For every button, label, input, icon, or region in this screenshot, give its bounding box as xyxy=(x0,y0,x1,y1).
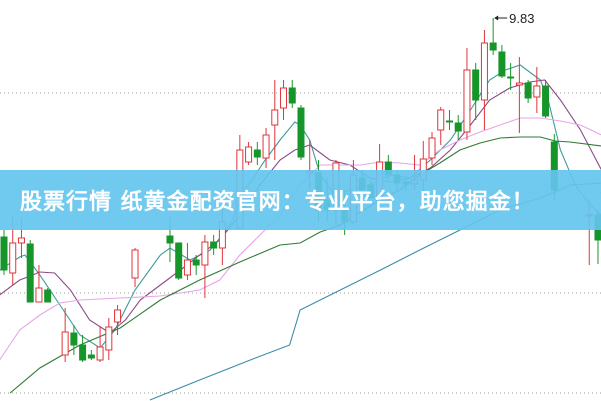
candle-up xyxy=(515,82,523,86)
candle-up xyxy=(262,134,270,159)
candle-down xyxy=(70,332,78,346)
candle-down xyxy=(210,241,218,249)
candle-up xyxy=(533,85,541,98)
candle-down xyxy=(498,51,506,77)
candle-down xyxy=(445,120,453,123)
ma10-line xyxy=(0,79,601,334)
candle-up xyxy=(280,87,288,109)
candle-down xyxy=(297,107,305,158)
candle-up xyxy=(437,109,445,131)
candle-down xyxy=(166,235,174,244)
ma20-line xyxy=(0,117,601,361)
candle-down xyxy=(489,42,497,51)
candle-down xyxy=(524,82,532,99)
high-price-label: 9.83 xyxy=(509,11,534,26)
candle-up xyxy=(245,146,253,163)
candle-down xyxy=(192,259,200,266)
banner-text: 股票行情 纸黄金配资官网：专业平台，助您掘金！ xyxy=(20,190,535,215)
candle-down xyxy=(542,85,550,117)
candle-up xyxy=(480,42,488,101)
candle-down xyxy=(472,69,480,101)
candle-up xyxy=(271,109,279,126)
candle-up xyxy=(131,249,139,279)
candle-up xyxy=(96,346,104,361)
candle-up xyxy=(105,326,113,351)
candle-down xyxy=(253,149,261,158)
candle-up xyxy=(463,69,471,133)
candle-up xyxy=(17,237,25,244)
candle-down xyxy=(288,87,296,104)
candle-up xyxy=(428,137,436,159)
candle-up xyxy=(201,241,209,266)
candle-down xyxy=(175,242,183,279)
candle-down xyxy=(0,236,8,271)
candle-up xyxy=(114,309,122,323)
candle-down xyxy=(87,354,95,359)
candle-up xyxy=(9,242,17,274)
ma5-line xyxy=(0,64,601,349)
candle-down xyxy=(26,243,34,303)
high-marker-arrow-icon xyxy=(494,15,499,21)
promo-banner: 股票行情 纸黄金配资官网：专业平台，助您掘金！ xyxy=(0,170,601,230)
candle-down xyxy=(507,76,515,79)
candle-up xyxy=(35,287,43,303)
candle-down xyxy=(454,122,462,132)
candle-up xyxy=(61,331,69,356)
candle-down xyxy=(44,289,52,303)
candle-down xyxy=(79,344,87,361)
candle-up xyxy=(183,259,191,276)
